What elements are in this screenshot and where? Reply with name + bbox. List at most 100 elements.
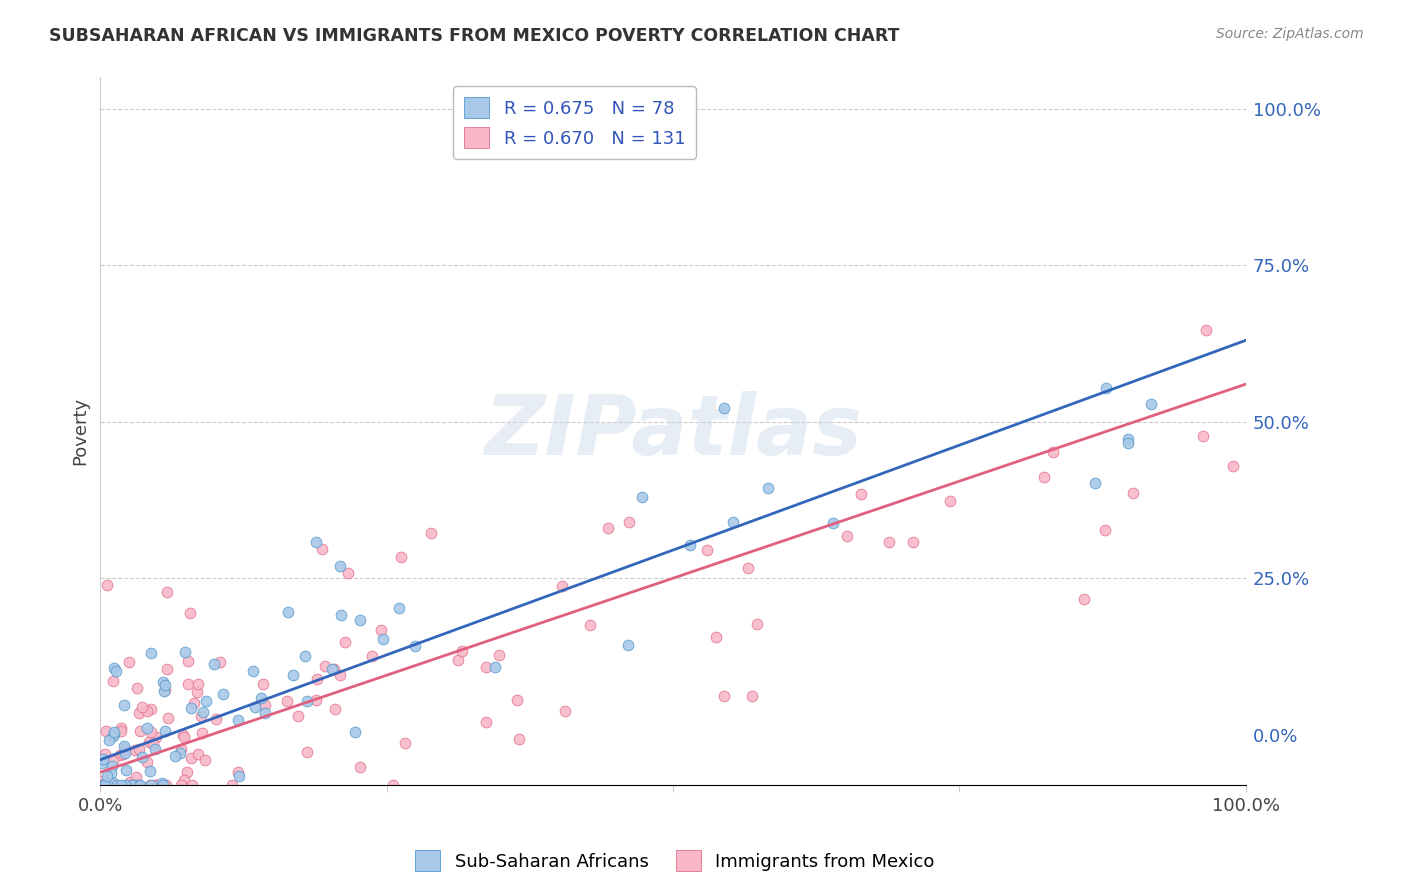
- Point: [361, 649, 384, 664]
- Point: [180, 701, 202, 715]
- Point: [333, 634, 356, 648]
- Point: [121, 778, 143, 792]
- Point: [205, 712, 228, 726]
- Point: [94, 778, 117, 792]
- Point: [305, 672, 328, 686]
- Point: [253, 698, 276, 712]
- Point: [94, 778, 117, 792]
- Point: [114, 778, 136, 792]
- Point: [281, 667, 304, 681]
- Point: [297, 745, 319, 759]
- Point: [221, 778, 243, 792]
- Point: [103, 727, 125, 741]
- Point: [249, 690, 271, 705]
- Point: [121, 778, 143, 792]
- Point: [170, 778, 193, 792]
- Point: [152, 683, 174, 698]
- Point: [97, 778, 120, 792]
- Point: [112, 739, 135, 753]
- Point: [103, 730, 125, 744]
- Point: [110, 723, 132, 738]
- Text: ZIPatlas: ZIPatlas: [484, 391, 862, 472]
- Point: [121, 778, 143, 792]
- Point: [139, 778, 162, 792]
- Point: [419, 526, 441, 541]
- Point: [821, 516, 844, 531]
- Point: [371, 632, 394, 647]
- Point: [105, 778, 128, 792]
- Point: [277, 605, 299, 619]
- Point: [90, 756, 112, 771]
- Point: [103, 673, 125, 688]
- Point: [305, 693, 328, 707]
- Point: [311, 541, 333, 556]
- Point: [143, 742, 166, 756]
- Point: [349, 613, 371, 627]
- Point: [156, 584, 179, 599]
- Point: [193, 753, 215, 767]
- Point: [145, 778, 167, 792]
- Point: [484, 659, 506, 673]
- Point: [508, 732, 530, 747]
- Point: [176, 765, 198, 780]
- Point: [713, 689, 735, 703]
- Point: [321, 662, 343, 676]
- Point: [404, 640, 426, 654]
- Point: [115, 763, 138, 777]
- Point: [105, 778, 128, 792]
- Point: [128, 778, 150, 792]
- Point: [124, 743, 146, 757]
- Point: [696, 542, 718, 557]
- Point: [389, 550, 412, 565]
- Point: [131, 749, 153, 764]
- Point: [131, 700, 153, 714]
- Point: [98, 774, 121, 789]
- Point: [136, 755, 159, 769]
- Point: [208, 655, 231, 669]
- Point: [252, 677, 274, 691]
- Point: [122, 778, 145, 792]
- Point: [343, 725, 366, 739]
- Point: [155, 724, 177, 739]
- Point: [93, 778, 115, 792]
- Point: [551, 579, 574, 593]
- Point: [114, 778, 136, 792]
- Point: [156, 711, 179, 725]
- Point: [323, 702, 346, 716]
- Legend: R = 0.675   N = 78, R = 0.670   N = 131: R = 0.675 N = 78, R = 0.670 N = 131: [453, 87, 696, 159]
- Point: [1118, 432, 1140, 446]
- Point: [446, 652, 468, 666]
- Point: [93, 778, 115, 792]
- Point: [187, 747, 209, 761]
- Point: [169, 746, 191, 760]
- Point: [170, 742, 193, 756]
- Point: [1032, 470, 1054, 484]
- Point: [758, 482, 780, 496]
- Point: [183, 696, 205, 710]
- Point: [125, 778, 148, 792]
- Point: [110, 778, 132, 792]
- Point: [170, 778, 193, 792]
- Point: [138, 778, 160, 792]
- Point: [136, 721, 159, 735]
- Point: [173, 772, 195, 787]
- Text: SUBSAHARAN AFRICAN VS IMMIGRANTS FROM MEXICO POVERTY CORRELATION CHART: SUBSAHARAN AFRICAN VS IMMIGRANTS FROM ME…: [49, 27, 900, 45]
- Point: [450, 644, 472, 658]
- Point: [388, 601, 411, 615]
- Point: [195, 694, 218, 708]
- Point: [174, 645, 197, 659]
- Point: [141, 646, 163, 660]
- Point: [96, 578, 118, 592]
- Point: [598, 521, 620, 535]
- Point: [104, 664, 127, 678]
- Point: [849, 487, 872, 501]
- Point: [475, 714, 498, 729]
- Point: [554, 704, 576, 718]
- Point: [1073, 591, 1095, 606]
- Point: [103, 754, 125, 768]
- Point: [105, 778, 128, 792]
- Point: [96, 723, 118, 738]
- Point: [153, 678, 176, 692]
- Point: [145, 778, 167, 792]
- Point: [330, 607, 353, 622]
